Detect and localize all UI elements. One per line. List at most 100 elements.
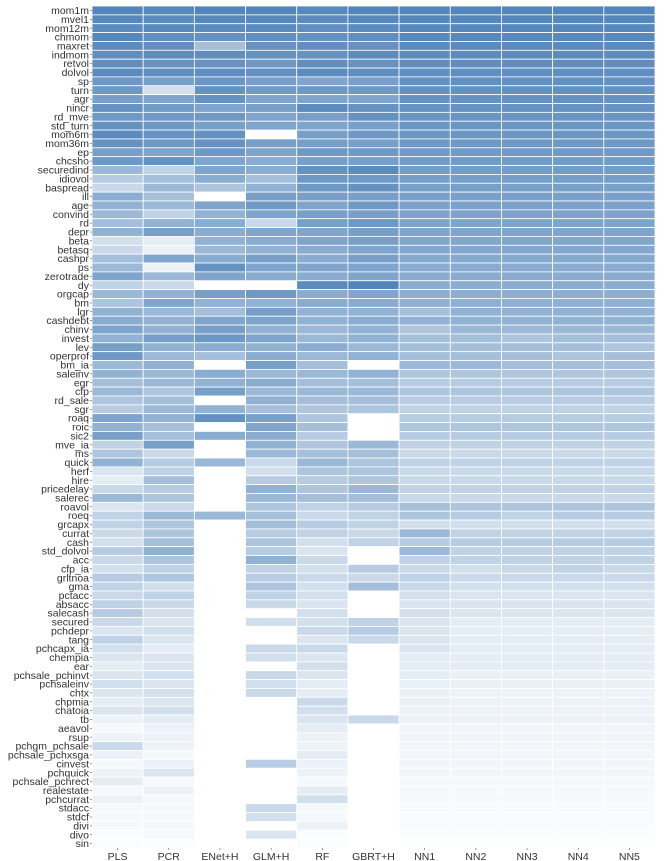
heatmap-cell xyxy=(603,191,656,202)
heatmap-cell xyxy=(552,767,605,778)
heatmap-cell xyxy=(142,643,195,654)
heatmap-cell xyxy=(296,395,349,406)
heatmap-cell xyxy=(142,191,195,202)
heatmap-cell xyxy=(91,821,144,831)
heatmap-cell xyxy=(603,714,656,725)
heatmap-cell xyxy=(245,182,298,193)
heatmap-cell xyxy=(501,608,554,618)
heatmap-cell xyxy=(449,182,502,193)
heatmap-cell xyxy=(193,351,246,361)
heatmap-cell xyxy=(347,510,400,521)
heatmap-cell xyxy=(603,493,656,503)
heatmap-cell xyxy=(449,386,502,397)
heatmap-cell xyxy=(501,360,554,370)
heatmap-cell xyxy=(296,111,349,122)
heatmap-cell xyxy=(449,360,502,370)
heatmap-cell xyxy=(449,714,502,725)
heatmap-cell xyxy=(603,696,656,707)
heatmap-cell xyxy=(296,785,349,796)
heatmap-cell xyxy=(552,236,605,246)
heatmap-cell xyxy=(501,289,554,299)
heatmap-cell xyxy=(193,76,246,87)
heatmap-cell xyxy=(91,76,144,87)
heatmap-cell xyxy=(603,5,656,16)
heatmap-cell xyxy=(449,741,502,751)
heatmap-cell xyxy=(296,448,349,459)
heatmap-cell xyxy=(91,563,144,574)
heatmap-cell xyxy=(603,138,656,149)
heatmap-cell xyxy=(91,413,144,423)
heatmap-cell xyxy=(501,298,554,308)
heatmap-cell xyxy=(296,599,349,610)
heatmap-cell xyxy=(552,705,605,716)
heatmap-cell xyxy=(142,821,195,831)
heatmap-cell xyxy=(193,422,246,432)
heatmap-cell xyxy=(193,838,246,849)
row-label: sp xyxy=(78,76,89,88)
heatmap-cell xyxy=(142,484,195,494)
heatmap-cell xyxy=(91,298,144,308)
heatmap-cell xyxy=(603,351,656,361)
heatmap-cell xyxy=(552,510,605,521)
heatmap-cell xyxy=(296,705,349,716)
heatmap-cell xyxy=(552,23,605,33)
heatmap-cell xyxy=(347,342,400,353)
row-label: rd xyxy=(80,218,89,230)
row-label: roeq xyxy=(68,510,89,522)
heatmap-cell xyxy=(449,457,502,468)
heatmap-cell xyxy=(91,262,144,273)
heatmap-cell xyxy=(603,422,656,432)
heatmap-cell xyxy=(398,23,451,33)
heatmap-cell xyxy=(347,173,400,184)
heatmap-cell xyxy=(142,555,195,565)
heatmap-cell xyxy=(193,714,246,725)
heatmap-cell xyxy=(91,147,144,158)
heatmap-cell xyxy=(91,590,144,601)
heatmap-cell xyxy=(552,333,605,344)
heatmap-cell xyxy=(91,688,144,698)
heatmap-cell xyxy=(398,519,451,530)
heatmap-cell xyxy=(449,351,502,361)
heatmap-cell xyxy=(603,519,656,530)
heatmap-cell xyxy=(245,58,298,69)
heatmap-cell xyxy=(296,812,349,822)
heatmap-cell xyxy=(501,555,554,565)
heatmap-cell xyxy=(449,652,502,663)
heatmap-cell xyxy=(552,652,605,663)
heatmap-cell xyxy=(91,661,144,672)
heatmap-cell xyxy=(91,41,144,51)
heatmap-cell xyxy=(142,812,195,822)
heatmap-cell xyxy=(398,5,451,16)
row-label: herf xyxy=(71,466,89,478)
heatmap-cell xyxy=(142,315,195,326)
heatmap-cell xyxy=(347,750,400,760)
heatmap-cell xyxy=(398,324,451,335)
heatmap-cell xyxy=(603,705,656,716)
heatmap-cell xyxy=(552,253,605,264)
heatmap-cell xyxy=(245,705,298,716)
heatmap-cell xyxy=(193,528,246,539)
heatmap-cell xyxy=(552,696,605,707)
heatmap-cell xyxy=(501,67,554,78)
heatmap-cell xyxy=(501,368,554,379)
heatmap-cell xyxy=(347,723,400,734)
heatmap-cell xyxy=(449,767,502,778)
heatmap-cell xyxy=(347,652,400,663)
heatmap-cell xyxy=(142,457,195,468)
heatmap-cell xyxy=(193,23,246,33)
heatmap-cell xyxy=(398,103,451,113)
heatmap-cell xyxy=(347,262,400,273)
heatmap-cell xyxy=(398,236,451,246)
heatmap-cell xyxy=(449,679,502,689)
heatmap-cell xyxy=(398,705,451,716)
row-label: cinvest xyxy=(56,758,89,770)
row-label: mve_ia xyxy=(55,439,89,451)
heatmap-cell xyxy=(142,111,195,122)
heatmap-cell xyxy=(501,14,554,25)
heatmap-cell xyxy=(193,448,246,459)
heatmap-cell xyxy=(193,191,246,202)
heatmap-cell xyxy=(193,466,246,477)
heatmap-cell xyxy=(296,723,349,734)
row-label: rd_mve xyxy=(54,111,89,123)
heatmap-cell xyxy=(296,49,349,60)
